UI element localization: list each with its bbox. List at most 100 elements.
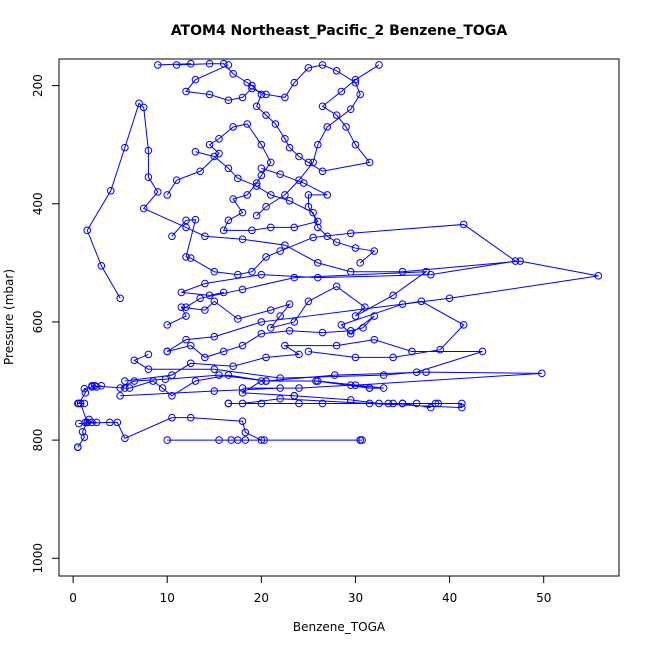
data-point <box>271 120 280 128</box>
data-point <box>389 399 397 408</box>
data-point <box>295 399 303 408</box>
data-point <box>257 140 266 149</box>
data-point <box>215 436 223 444</box>
data-point <box>186 413 195 422</box>
data-point <box>426 270 435 279</box>
y-axis: 200 400 600 800 1000 <box>31 74 60 574</box>
data-point <box>130 356 139 365</box>
data-point <box>538 369 546 378</box>
data-point <box>182 303 190 311</box>
data-point <box>116 294 124 303</box>
data-point <box>314 259 322 267</box>
data-point <box>182 87 190 96</box>
data-point <box>511 257 520 265</box>
data-point <box>224 216 233 225</box>
data-point <box>516 257 524 265</box>
data-point <box>398 399 407 408</box>
data-point <box>229 362 237 371</box>
data-point <box>74 443 82 451</box>
data-point <box>262 90 270 99</box>
data-point <box>361 303 369 311</box>
data-point <box>224 399 233 408</box>
data-point <box>459 220 468 229</box>
data-point <box>281 93 289 102</box>
data-point <box>257 164 266 173</box>
data-point <box>139 103 148 112</box>
data-point <box>182 216 190 225</box>
data-point <box>144 365 153 374</box>
data-point <box>224 61 233 69</box>
data-point <box>312 377 320 385</box>
data-point <box>186 254 195 262</box>
data-point <box>370 247 379 255</box>
data-point <box>459 321 468 329</box>
data-point <box>365 158 374 167</box>
data-point <box>356 90 364 99</box>
data-point <box>163 191 172 199</box>
series-line <box>86 102 599 352</box>
series-line <box>167 271 428 329</box>
data-point <box>224 164 233 173</box>
data-point <box>201 232 209 241</box>
data-point <box>252 102 261 111</box>
data-point <box>135 99 143 108</box>
data-point <box>365 399 374 408</box>
data-point <box>186 59 195 68</box>
data-point <box>74 419 83 428</box>
data-point <box>172 61 181 69</box>
data-point <box>205 140 214 149</box>
data-point <box>276 247 284 255</box>
data-point <box>106 186 115 195</box>
data-point <box>158 384 167 392</box>
data-point <box>323 232 332 241</box>
series-line <box>157 63 380 172</box>
data-point <box>351 244 360 252</box>
data-point <box>92 383 101 391</box>
data-point <box>163 347 172 356</box>
data-point <box>290 223 299 232</box>
data-point <box>458 399 466 408</box>
data-point <box>346 105 355 114</box>
data-point <box>80 433 89 441</box>
data-point <box>219 347 228 356</box>
data-point <box>210 297 219 306</box>
series-line <box>166 123 328 231</box>
data-point <box>346 329 355 338</box>
data-point <box>191 215 200 224</box>
data-point <box>266 324 275 332</box>
data-point <box>257 436 266 444</box>
data-point <box>351 353 360 362</box>
data-point <box>201 353 209 362</box>
data-point <box>205 90 214 99</box>
data-point <box>243 191 252 199</box>
y-tick-label: 200 <box>31 74 45 97</box>
y-tick-label: 1000 <box>31 543 45 574</box>
data-point <box>210 332 219 341</box>
data-point <box>116 391 124 400</box>
data-point <box>262 253 270 261</box>
data-point <box>241 428 250 437</box>
data-point <box>266 191 275 199</box>
y-tick-label: 600 <box>31 310 45 333</box>
data-point <box>224 96 233 105</box>
data-point <box>281 341 289 350</box>
data-point <box>201 279 209 288</box>
x-tick-label: 50 <box>536 591 551 605</box>
data-point <box>172 176 181 184</box>
data-point <box>285 326 294 335</box>
data-point <box>276 374 284 382</box>
data-point <box>295 152 303 161</box>
x-tick-label: 40 <box>442 591 457 605</box>
data-point <box>121 434 129 443</box>
data-point <box>314 140 322 149</box>
x-axis-label: Benzene_TOGA <box>293 620 386 634</box>
data-point <box>260 436 268 444</box>
data-point <box>234 315 242 323</box>
data-point <box>285 300 294 309</box>
data-point <box>257 270 266 279</box>
y-tick-label: 800 <box>31 429 45 452</box>
data-point <box>412 399 421 408</box>
data-point <box>389 353 397 362</box>
series-line <box>167 300 465 358</box>
